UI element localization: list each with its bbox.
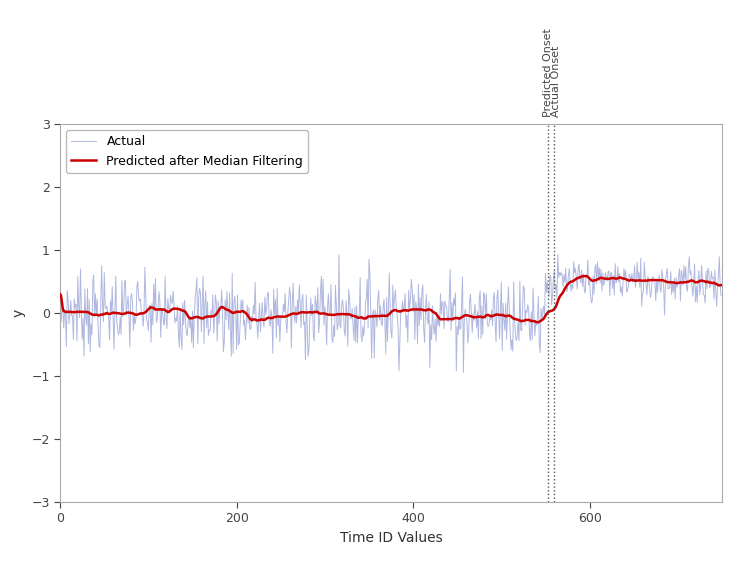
Legend: Actual, Predicted after Median Filtering: Actual, Predicted after Median Filtering	[66, 130, 308, 173]
Actual	[553, 251, 562, 258]
Predicted after Median Filtering	[717, 282, 726, 289]
X-axis label: Time ID Values: Time ID Values	[340, 531, 442, 545]
Y-axis label: y: y	[12, 309, 26, 317]
Actual	[182, 330, 191, 337]
Predicted after Median Filtering	[182, 310, 191, 317]
Actual	[717, 292, 726, 299]
Predicted after Median Filtering	[533, 319, 542, 325]
Actual	[478, 303, 487, 310]
Text: Actual Onset: Actual Onset	[551, 45, 561, 117]
Predicted after Median Filtering	[580, 273, 589, 280]
Predicted after Median Filtering	[274, 313, 284, 320]
Line: Actual: Actual	[60, 254, 721, 372]
Predicted after Median Filtering	[477, 314, 486, 320]
Predicted after Median Filtering	[351, 314, 360, 320]
Actual	[442, 303, 451, 310]
Actual	[459, 369, 468, 376]
Actual	[274, 312, 284, 319]
Actual	[56, 276, 65, 283]
Line: Predicted after Median Filtering: Predicted after Median Filtering	[60, 276, 721, 322]
Predicted after Median Filtering	[56, 291, 65, 298]
Predicted after Median Filtering	[442, 316, 451, 323]
Predicted after Median Filtering	[581, 272, 590, 279]
Text: Predicted Onset: Predicted Onset	[543, 28, 553, 117]
Actual	[581, 290, 590, 297]
Actual	[351, 339, 360, 346]
